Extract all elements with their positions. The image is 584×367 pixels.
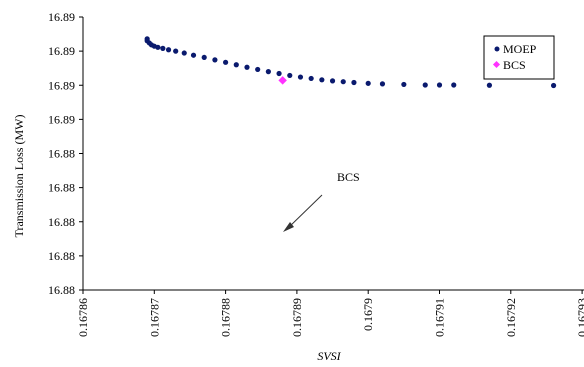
series-bcs xyxy=(278,76,287,85)
x-tick-label: 0.16791 xyxy=(433,298,447,337)
y-tick-label: 16.89 xyxy=(48,44,75,58)
data-point-moep xyxy=(265,69,271,75)
data-point-moep xyxy=(422,82,428,88)
y-axis-label: Transmission Loss (MW) xyxy=(12,115,26,238)
data-point-moep xyxy=(329,78,336,84)
data-point-moep xyxy=(451,82,457,88)
y-tick-label: 16.88 xyxy=(48,249,75,263)
annotation: BCS xyxy=(283,170,360,232)
x-axis-label: SVSI xyxy=(317,349,341,363)
x-tick-label: 0.16789 xyxy=(290,298,304,337)
data-point-moep xyxy=(365,80,371,86)
data-point-moep xyxy=(165,47,172,53)
x-tick-label: 0.16787 xyxy=(147,298,161,337)
x-tick-label: 0.16792 xyxy=(504,298,518,337)
data-point-moep xyxy=(190,52,197,58)
legend-marker-bcs xyxy=(492,60,501,69)
data-point-moep xyxy=(297,74,304,80)
data-point-moep xyxy=(201,54,207,61)
annotation-label: BCS xyxy=(337,170,360,184)
data-point-moep xyxy=(379,81,386,87)
annotation-arrowhead xyxy=(283,222,294,232)
legend-label-moep: MOEP xyxy=(503,42,537,56)
data-point-moep xyxy=(181,50,187,56)
y-tick-label: 16.89 xyxy=(48,112,75,126)
x-axis-ticks: 0.16786 0.16787 0.16788 0.16789 0.1679 0.1679… xyxy=(76,290,584,337)
data-point-moep xyxy=(287,72,293,79)
y-tick-label: 16.88 xyxy=(48,283,75,297)
data-point-moep xyxy=(351,79,357,86)
data-point-bcs xyxy=(278,76,287,85)
legend: MOEP BCS xyxy=(483,35,555,80)
data-point-moep xyxy=(319,77,325,83)
series-moep xyxy=(144,36,557,89)
data-point-moep xyxy=(212,57,218,63)
legend-label-bcs: BCS xyxy=(503,58,526,72)
data-point-moep xyxy=(436,82,443,88)
data-point-moep xyxy=(233,62,239,68)
y-tick-label: 16.89 xyxy=(48,10,75,24)
data-point-moep xyxy=(550,82,557,89)
data-point-moep xyxy=(486,82,493,88)
annotation-arrow-line xyxy=(286,194,323,230)
data-point-moep xyxy=(244,64,250,70)
data-point-moep xyxy=(308,75,314,82)
data-point-moep xyxy=(340,79,346,85)
data-point-moep xyxy=(401,81,407,88)
y-tick-label: 16.89 xyxy=(48,78,75,92)
data-point-moep xyxy=(255,66,261,73)
x-tick-label: 0.1679 xyxy=(361,298,375,331)
x-tick-label: 0.16793 xyxy=(575,298,584,337)
x-tick-label: 0.16788 xyxy=(219,298,233,337)
data-point-moep xyxy=(223,59,229,65)
y-tick-label: 16.88 xyxy=(48,181,75,195)
x-tick-label: 0.16786 xyxy=(76,298,90,337)
data-point-moep xyxy=(155,44,161,50)
data-point-moep xyxy=(160,45,166,51)
y-tick-label: 16.88 xyxy=(48,215,75,229)
legend-marker-moep xyxy=(494,46,500,52)
legend-box xyxy=(483,35,555,80)
y-tick-label: 16.88 xyxy=(48,147,75,161)
data-point-moep xyxy=(276,70,282,77)
data-point-moep xyxy=(173,48,179,54)
y-axis-ticks: 16.89 16.89 16.89 16.89 16.88 16.88 16.88 16.88… xyxy=(48,10,83,297)
